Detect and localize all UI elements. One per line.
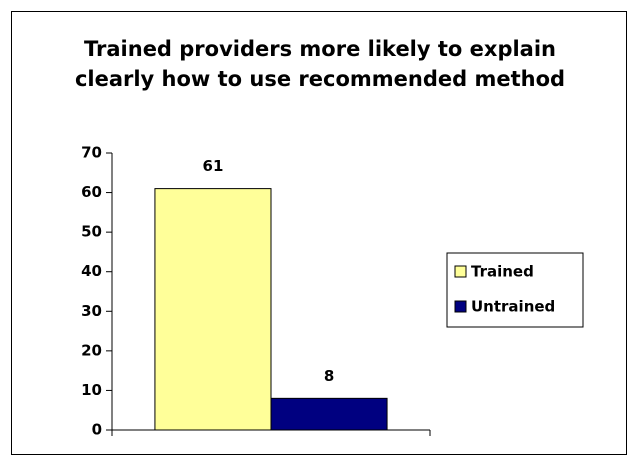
legend-swatch — [454, 265, 467, 278]
chart-frame — [11, 11, 627, 455]
y-tick-label: 40 — [81, 262, 102, 280]
legend-label: Untrained — [471, 298, 555, 316]
data-label: 61 — [203, 157, 224, 175]
chart-title: Trained providers more likely to explain… — [74, 37, 566, 91]
y-tick-label: 70 — [81, 144, 102, 162]
y-tick-label: 60 — [81, 183, 102, 201]
y-tick-label: 30 — [81, 302, 102, 320]
y-tick-label: 0 — [92, 421, 102, 439]
bar — [270, 397, 388, 431]
y-tick-label: 20 — [81, 341, 102, 359]
legend-label: Trained — [471, 263, 534, 281]
y-tick-label: 10 — [81, 381, 102, 399]
data-label: 8 — [324, 367, 334, 385]
bar — [154, 188, 272, 431]
y-tick-label: 50 — [81, 223, 102, 241]
legend-swatch — [454, 300, 467, 313]
legend-box — [446, 252, 584, 328]
